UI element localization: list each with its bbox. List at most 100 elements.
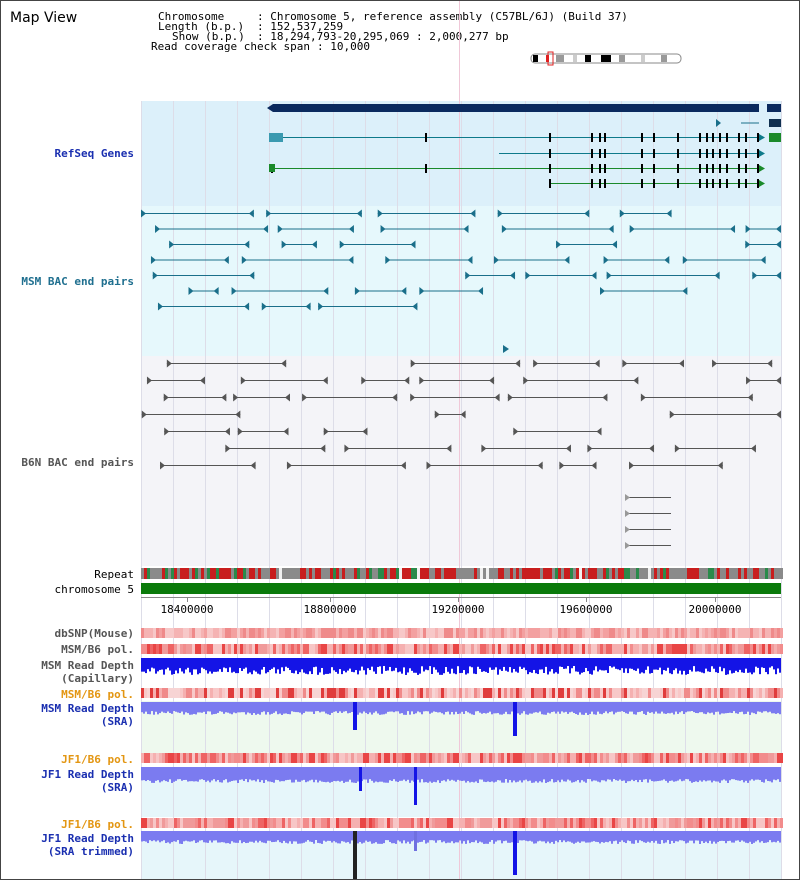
depth-bar [381,702,383,715]
depth-bar [393,767,395,780]
depth-bar [447,702,449,712]
depth-bar [459,831,461,841]
depth-bar [599,658,601,670]
polymorphism-cell [273,688,276,698]
polymorphism-cell [780,628,783,638]
polymorphism-cell [672,753,675,763]
depth-bar [723,702,725,714]
polymorphism-cell [645,628,648,638]
depth-bar [397,831,399,841]
polymorphism-cell [663,753,666,763]
refseq-exon [604,179,606,188]
depth-bar [745,831,747,843]
jf1-read-depth-trimmed-label[interactable]: JF1 Read Depth [41,832,134,845]
depth-bar [231,831,233,842]
depth-bar [609,831,611,842]
depth-bar [299,767,301,782]
polymorphism-cell [342,644,345,654]
repeat-block [651,568,654,579]
depth-bar [395,658,397,668]
depth-bar [553,767,555,783]
depth-bar [159,767,161,783]
repeat-block [372,568,375,579]
depth-bar [337,658,339,674]
b6n-bac-pair-end [419,376,425,385]
polymorphism-cell [438,688,441,698]
depth-bar [651,831,653,841]
depth-bar [631,831,633,844]
b6n-bac-pair-end [674,444,680,453]
repeat-block [735,568,738,579]
depth-bar [635,831,637,841]
depth-bar [605,767,607,782]
depth-bar [677,658,679,674]
polymorphism-cell [426,644,429,654]
depth-bar [417,767,419,780]
depth-spike [414,831,417,851]
jf1-b6-pol-label[interactable]: JF1/B6 pol. [61,753,134,766]
polymorphism-cell [588,753,591,763]
msm-bac-pair-end [493,256,499,264]
depth-bar [679,702,681,713]
depth-bar [725,767,727,781]
depth-bar [633,658,635,671]
msm-bac-pair-end [277,225,283,233]
depth-bar [603,658,605,671]
msm-bac-pair-end [714,271,720,280]
polymorphism-cell [420,688,423,698]
polymorphism-cell [441,753,444,763]
depth-bar [347,831,349,843]
depth-bar [753,658,755,673]
polymorphism-cell [624,628,627,638]
depth-bar [573,767,575,783]
depth-bar [507,658,509,672]
polymorphism-cell [504,644,507,654]
depth-bar [685,831,687,844]
depth-bar [473,702,475,715]
depth-bar [281,702,283,715]
refseq-genes-label[interactable]: RefSeq Genes [54,147,134,160]
polymorphism-cell [285,644,288,654]
polymorphism-cell [672,644,675,654]
depth-bar [491,831,493,841]
depth-bar [363,767,365,780]
msm-bac-end-pairs-label[interactable]: MSM BAC end pairs [21,275,134,288]
polymorphism-cell [312,628,315,638]
polymorphism-cell [756,644,759,654]
polymorphism-cell [768,628,771,638]
b6n-bac-pair-end [163,393,169,402]
polymorphism-cell [432,688,435,698]
repeat-block [147,568,150,579]
polymorphism-cell [756,688,759,698]
refseq-exon [425,133,427,142]
depth-bar [207,767,209,781]
depth-bar [357,831,359,844]
b6n-bac-pair-end [286,461,292,470]
msm-read-depth-capillary-label[interactable]: MSM Read Depth [41,659,134,672]
polymorphism-cell [582,644,585,654]
b6n-bac-end-pairs-label[interactable]: B6N BAC end pairs [21,456,134,469]
polymorphism-cell [153,688,156,698]
axis-tick-label: 18400000 [160,603,214,616]
polymorphism-cell [450,628,453,638]
jf1-b6-pol-label-2[interactable]: JF1/B6 pol. [61,818,134,831]
b6n-bac-pair-end [404,376,410,385]
repeat-block [387,568,390,579]
msm-read-depth-sra-label[interactable]: MSM Read Depth [41,702,134,715]
msm-b6-pol-label[interactable]: MSM/B6 pol. [61,643,134,656]
depth-bar [627,767,629,782]
depth-bar [245,658,247,668]
polymorphism-cell [387,688,390,698]
depth-bar [495,702,497,714]
msm-b6-pol-label-2[interactable]: MSM/B6 pol. [61,688,134,701]
dbsnp-label[interactable]: dbSNP(Mouse) [54,627,134,640]
depth-bar [241,702,243,713]
repeat-block [228,568,231,579]
depth-bar [729,831,731,841]
jf1-read-depth-sra-label[interactable]: JF1 Read Depth [41,768,134,781]
depth-bar [305,767,307,783]
depth-bar [545,831,547,844]
depth-bar [773,767,775,780]
polymorphism-cell [573,628,576,638]
depth-spike [353,702,357,730]
